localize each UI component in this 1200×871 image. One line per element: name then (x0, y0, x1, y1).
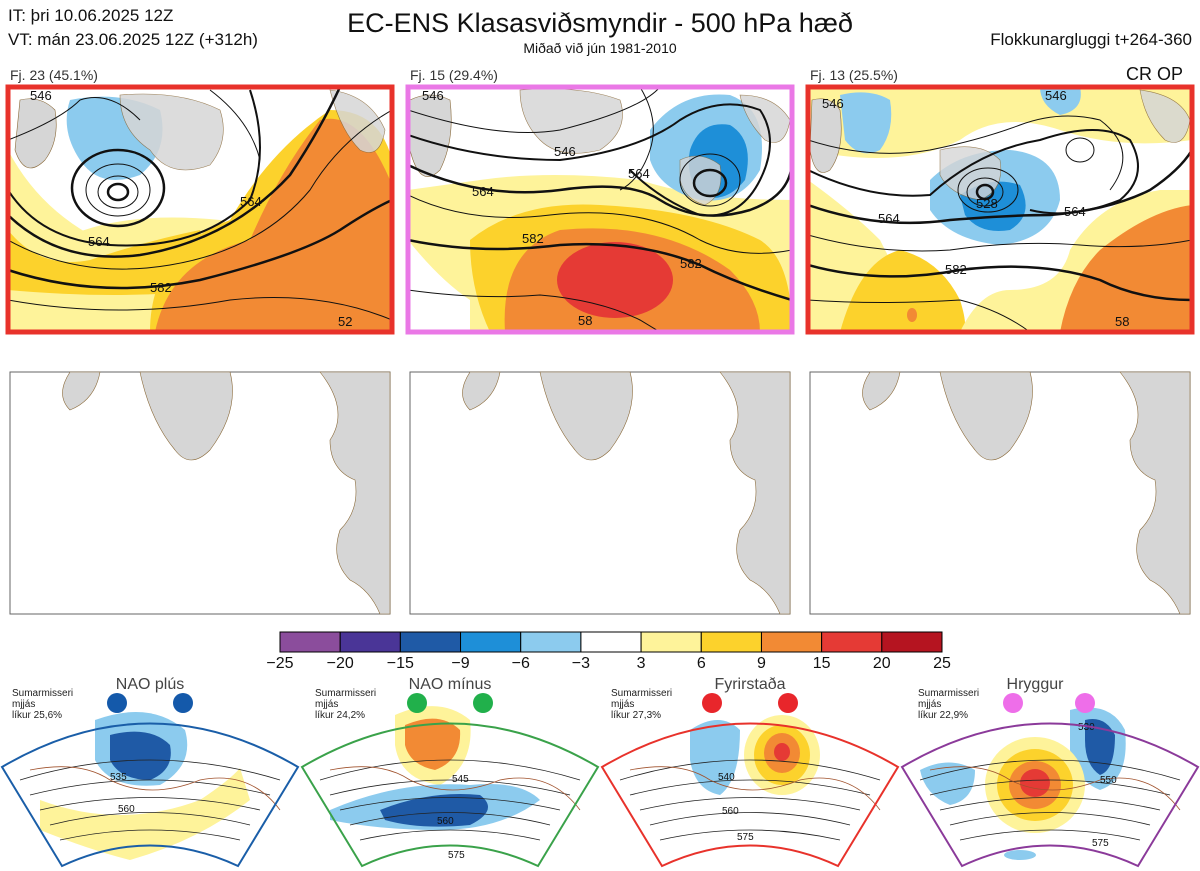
regime-ridge: 530 550 575 (900, 693, 1200, 868)
regime-contour-label: 550 (1100, 775, 1117, 786)
regime-marker-dot (173, 693, 193, 713)
panel-1-label: Fj. 23 (45.1%) (10, 67, 98, 83)
regime-probability: Sumarmisseri mjjás líkur 24,2% (315, 688, 377, 721)
panel-1-contour-label: 564 (88, 234, 110, 249)
colorbar-tick: 6 (696, 655, 706, 672)
regime-contour-label: 560 (437, 816, 454, 827)
panel-3-contour-label: 546 (1045, 88, 1067, 103)
panel-2-map: 546 564 582 564 546 582 58 (408, 87, 792, 332)
regime-title: Hryggur (1006, 676, 1064, 693)
regime-contour-label: 530 (1078, 722, 1095, 733)
colorbar-tick: −25 (266, 655, 294, 672)
colorbar-tick: 25 (933, 655, 951, 672)
panel-2-contour-label: 564 (472, 184, 494, 199)
regime-contour-label: 535 (110, 772, 127, 783)
regime-blocking: 540 560 575 (600, 693, 900, 868)
colorbar-tick: −3 (571, 655, 591, 672)
colorbar-swatch (580, 631, 642, 653)
panel-2-contour-label: 582 (522, 231, 544, 246)
colorbar-tick: 3 (636, 655, 646, 672)
panel-3-contour-label: 546 (822, 96, 844, 111)
panel-2-contour-label: 564 (628, 166, 650, 181)
regime-panels: 535 560 545 560 575 (0, 693, 1200, 868)
panel-3-label: Fj. 13 (25.5%) (810, 67, 898, 83)
colorbar-tick: 9 (757, 655, 766, 672)
regime-marker-dot (407, 693, 427, 713)
regime-contour-label: 575 (1092, 838, 1109, 849)
panel-1-contour-label: 52 (338, 314, 352, 329)
colorbar-swatch (399, 631, 462, 653)
classification-window: Flokkunargluggi t+264-360 (990, 30, 1192, 49)
panel-1-map: 564 582 564 52 546 (8, 87, 392, 332)
regime-contour-label: 575 (737, 832, 754, 843)
colorbar-swatch (640, 631, 702, 653)
colorbar-tick: 20 (872, 655, 891, 672)
panel-3-map: 546 528 564 582 546 564 58 (808, 87, 1192, 332)
panel-3-border (805, 84, 1195, 335)
regime-title: NAO plús (115, 676, 185, 693)
colorbar-swatch (881, 631, 943, 653)
regime-nao-minus: 545 560 575 (300, 693, 600, 868)
panel-2-label: Fj. 15 (29.4%) (410, 67, 498, 83)
colorbar-swatches (279, 631, 943, 653)
colorbar-tick: −6 (511, 655, 530, 672)
regime-title: Fyrirstaða (714, 676, 786, 693)
regime-contour-label: 575 (448, 850, 465, 861)
panel-1-border (5, 84, 395, 335)
regime-marker-dot (473, 693, 493, 713)
panel-2-border (405, 84, 795, 335)
regime-probability: Sumarmisseri mjjás líkur 27,3% (611, 688, 673, 721)
page-subtitle: Miðað við jún 1981-2010 (523, 40, 677, 56)
regime-probability: Sumarmisseri mjjás líkur 25,6% (12, 688, 74, 721)
panel-2-contour-label: 582 (680, 256, 702, 271)
panel-3-contour-label: 528 (976, 196, 998, 211)
colorbar-swatch (460, 631, 522, 653)
regime-contour-label: 560 (118, 804, 135, 815)
colorbar-swatch (520, 631, 582, 653)
panel-1-contour-label: 582 (150, 280, 172, 295)
regime-nao-plus: 535 560 (0, 693, 300, 868)
colorbar-swatch (339, 631, 401, 653)
colorbar-swatch (821, 631, 883, 653)
panel-2-contour-label: 58 (578, 313, 592, 328)
colorbar-tick: −9 (451, 655, 470, 672)
panel-1-contour-label: 546 (30, 88, 52, 103)
regime-marker-dot (107, 693, 127, 713)
panel-2-contour-label: 546 (554, 144, 576, 159)
regime-marker-dot (1003, 693, 1023, 713)
panel-3-contour-label: 58 (1115, 314, 1129, 329)
regime-contour-label: 540 (718, 772, 735, 783)
cr-op-label: CR OP (1126, 64, 1184, 84)
panel-1-contour-label: 564 (240, 194, 262, 209)
page-title: EC-ENS Klasasviðsmyndir - 500 hPa hæð (347, 8, 853, 38)
regime-marker-dot (778, 693, 798, 713)
regime-title: NAO mínus (408, 676, 492, 693)
regime-marker-dot (1075, 693, 1095, 713)
empty-map-3 (809, 371, 1191, 615)
empty-map-1 (9, 371, 391, 615)
colorbar-tick: −15 (386, 655, 414, 672)
panel-3-contour-label: 564 (1064, 204, 1086, 219)
colorbar-swatch (279, 631, 341, 653)
regime-probability: Sumarmisseri mjjás líkur 22,9% (918, 688, 980, 721)
regime-contour-label: 545 (452, 774, 469, 785)
regime-contour-label: 560 (722, 806, 739, 817)
panel-3-contour-label: 582 (945, 262, 967, 277)
colorbar-swatch (760, 631, 823, 653)
colorbar-swatch (700, 631, 762, 653)
colorbar-tick: −20 (326, 655, 354, 672)
regime-marker-dot (702, 693, 722, 713)
panel-3-contour-label: 564 (878, 211, 900, 226)
main-panels: 564 582 564 52 546 546 564 (5, 84, 1195, 615)
issue-time: IT: þri 10.06.2025 12Z (8, 6, 174, 25)
colorbar (279, 631, 943, 653)
header-info: IT: þri 10.06.2025 12Z VT: mán 23.06.202… (8, 4, 258, 52)
panel-2-contour-label: 546 (422, 88, 444, 103)
valid-time: VT: mán 23.06.2025 12Z (+312h) (8, 30, 258, 49)
colorbar-tick: 15 (812, 655, 831, 672)
empty-map-2 (409, 371, 791, 615)
